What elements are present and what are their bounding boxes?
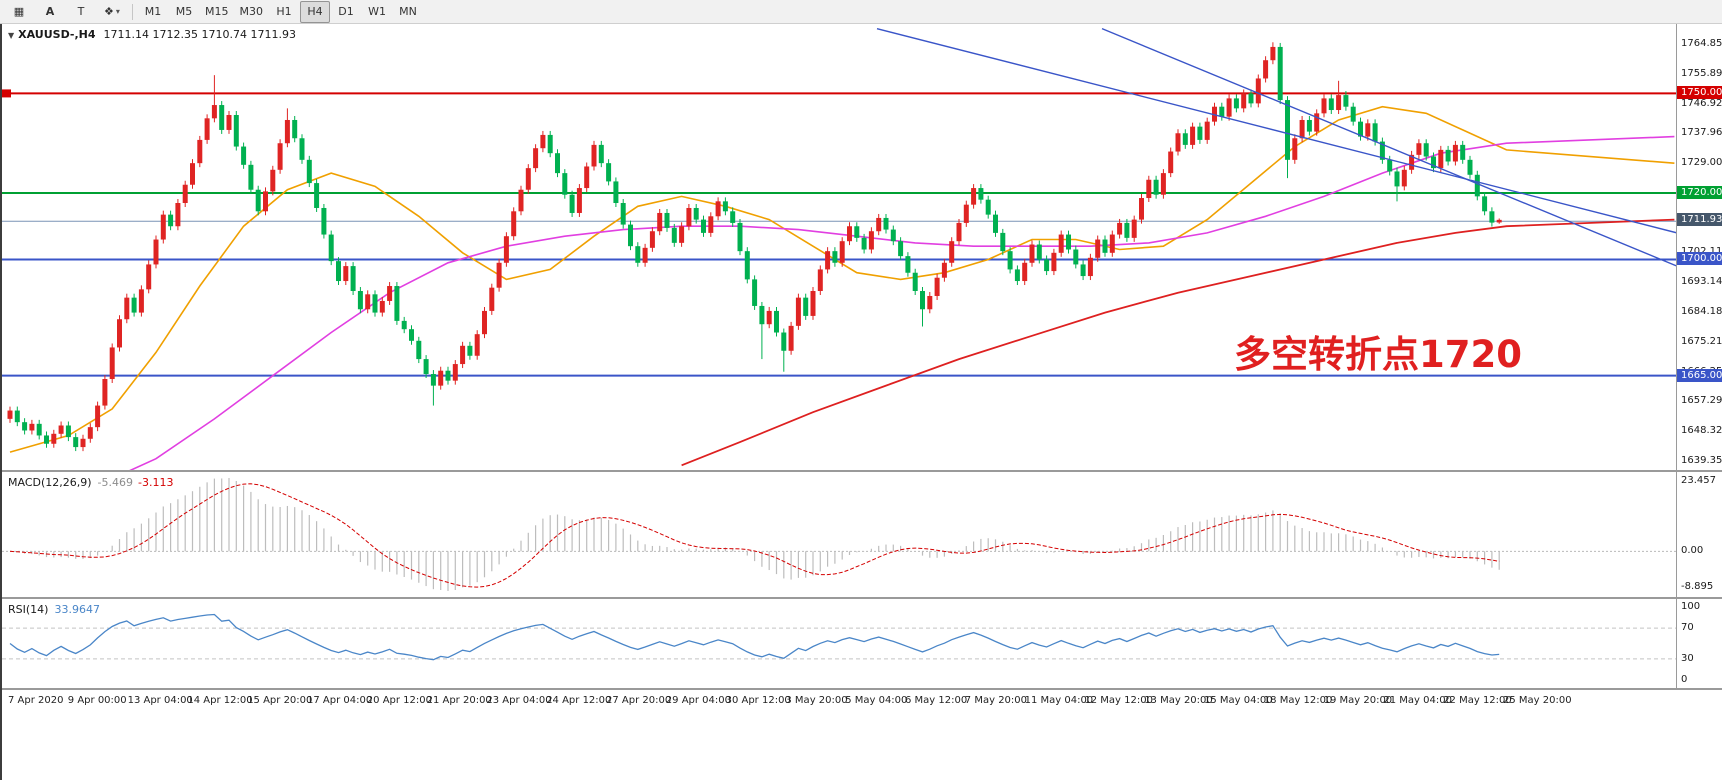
- macd-axis[interactable]: 23.457 0.00 -8.895: [1676, 472, 1722, 597]
- timeframe-button-m1[interactable]: M1: [144, 5, 162, 18]
- time-axis-label: 23 Apr 04:00: [486, 695, 552, 706]
- macd-axis-label: -8.895: [1681, 581, 1714, 592]
- time-axis[interactable]: 7 Apr 2020 9 Apr 00:00 13 Apr 04:00 14 Apr …: [2, 690, 1722, 712]
- collapse-icon[interactable]: ▼: [8, 31, 15, 40]
- price-level-tag: 1720.00: [1677, 186, 1722, 200]
- time-axis-label: 14 Apr 12:00: [187, 695, 253, 706]
- time-axis-label: 5 May 04:00: [845, 695, 908, 706]
- rsi-title: RSI(14): [8, 603, 49, 616]
- rsi-header: RSI(14) 33.9647: [8, 603, 100, 616]
- price-axis-label: 1702.11: [1681, 246, 1722, 257]
- pane-splitter[interactable]: [2, 470, 1722, 472]
- timeframe-button-mn[interactable]: MN: [399, 5, 417, 18]
- chart-annotation-text: 多空转折点1720: [1234, 333, 1522, 376]
- timeframe-button-h4[interactable]: H4: [300, 0, 330, 23]
- toolbar: ▦ A T ❖ ▾ M1 M5 M15 M30 H1 H4 D1 W1 MN: [0, 0, 1722, 24]
- rsi-axis[interactable]: 100 70 30 0: [1676, 599, 1722, 688]
- pane-splitter[interactable]: [2, 597, 1722, 599]
- macd-canvas[interactable]: [2, 472, 1677, 597]
- timeframe-button-m15[interactable]: M15: [205, 5, 229, 18]
- rsi-value: 33.9647: [54, 603, 100, 616]
- price-axis-label: 1737.96: [1681, 127, 1722, 139]
- chevron-down-icon: ▾: [115, 7, 120, 16]
- price-axis-label: 1675.21: [1681, 335, 1722, 347]
- time-axis-label: 20 Apr 12:00: [366, 695, 432, 706]
- price-axis-label: 1657.29: [1681, 395, 1722, 407]
- price-level-tag: 1665.00: [1677, 368, 1722, 382]
- macd-signal-value: -3.113: [138, 476, 174, 489]
- macd-title: MACD(12,26,9): [8, 476, 92, 489]
- rsi-axis-label: 100: [1681, 601, 1701, 612]
- objects-dropdown-button[interactable]: ❖ ▾: [97, 1, 127, 23]
- rsi-axis-label: 70: [1681, 622, 1694, 634]
- time-axis-label: 29 Apr 04:00: [665, 695, 731, 706]
- time-axis-label: 17 Apr 04:00: [307, 695, 373, 706]
- price-level-tag: 1700.00: [1677, 252, 1722, 266]
- time-axis-label: 15 Apr 20:00: [247, 695, 313, 706]
- time-axis-label: 13 May 20:00: [1144, 695, 1213, 706]
- price-axis-label: 1684.18: [1681, 305, 1722, 317]
- chart-window-icon[interactable]: ▦: [13, 5, 25, 18]
- macd-pane: MACD(12,26,9) -5.469 -3.113 23.457 0.00 -8.8…: [2, 472, 1722, 597]
- rsi-pane: RSI(14) 33.9647 100 70 30 0: [2, 599, 1722, 688]
- time-axis-label: 3 May 20:00: [785, 695, 848, 706]
- time-axis-label: 30 Apr 12:00: [725, 695, 791, 706]
- price-axis-label: 1693.14: [1681, 276, 1722, 288]
- rsi-canvas[interactable]: [2, 599, 1677, 688]
- macd-header: MACD(12,26,9) -5.469 -3.113: [8, 476, 173, 489]
- time-axis-label: 12 May 12:00: [1084, 695, 1153, 706]
- bottom-filler: [2, 712, 1722, 780]
- timeframe-button-m5[interactable]: M5: [175, 5, 193, 18]
- macd-axis-label: 0.00: [1681, 545, 1704, 557]
- timeframe-button-w1[interactable]: W1: [368, 5, 386, 18]
- price-axis-label: 1648.32: [1681, 425, 1722, 437]
- price-axis-label: 1729.00: [1681, 157, 1722, 169]
- time-axis-label: 13 Apr 04:00: [127, 695, 193, 706]
- price-level-tag: 1750.00: [1677, 86, 1722, 100]
- time-axis-label: 6 May 12:00: [905, 695, 968, 706]
- time-axis-label: 15 May 04:00: [1204, 695, 1273, 706]
- main-chart-canvas[interactable]: [2, 24, 1677, 470]
- pane-splitter[interactable]: [2, 688, 1722, 690]
- time-axis-label: 7 May 20:00: [964, 695, 1028, 706]
- time-axis-label: 18 May 12:00: [1263, 695, 1333, 706]
- price-axis[interactable]: 1764.85 1755.89 1746.92 1737.96 1729.00 1720.…: [1676, 24, 1722, 470]
- timeframe-button-d1[interactable]: D1: [338, 5, 354, 18]
- price-axis-label: 1764.85: [1681, 38, 1722, 50]
- text-tool-icon[interactable]: T: [77, 5, 85, 18]
- objects-icon: ❖: [104, 5, 114, 18]
- chart-header: ▼ XAUUSD-,H4 1711.14 1712.35 1710.74 1711.…: [8, 28, 296, 41]
- rsi-axis-label: 0: [1681, 674, 1688, 685]
- symbol-label: XAUUSD-,H4: [18, 28, 96, 41]
- time-axis-label: 19 May 20:00: [1323, 695, 1393, 706]
- current-price-tag: 1711.93: [1677, 212, 1722, 226]
- time-axis-label: 7 Apr 2020: [8, 695, 64, 706]
- chart-stack: ▼ XAUUSD-,H4 1711.14 1712.35 1710.74 1711.…: [0, 24, 1722, 780]
- time-axis-label: 24 Apr 12:00: [546, 695, 612, 706]
- time-axis-label: 21 Apr 20:00: [426, 695, 492, 706]
- time-axis-label: 21 May 04:00: [1383, 695, 1452, 706]
- macd-axis-label: 23.457: [1681, 475, 1716, 486]
- price-axis-label: 1746.92: [1681, 97, 1722, 109]
- rsi-axis-label: 30: [1681, 652, 1694, 664]
- time-axis-label: 9 Apr 00:00: [67, 695, 127, 706]
- timeframe-button-h1[interactable]: H1: [276, 5, 292, 18]
- time-axis-label: 11 May 04:00: [1024, 695, 1094, 706]
- timeframe-group: M1 M5 M15 M30 H1 H4 D1 W1 MN: [138, 0, 423, 23]
- price-axis-label: 1755.89: [1681, 67, 1722, 79]
- timeframe-button-m30[interactable]: M30: [239, 5, 264, 18]
- toolbar-separator: [132, 3, 133, 20]
- macd-main-value: -5.469: [97, 476, 134, 489]
- time-axis-label: 22 May 12:00: [1443, 695, 1512, 706]
- time-axis-label: 27 Apr 20:00: [606, 695, 672, 706]
- ohlc-values: 1711.14 1712.35 1710.74 1711.93: [103, 28, 296, 41]
- price-axis-label: 1639.35: [1681, 454, 1722, 466]
- main-chart-pane: ▼ XAUUSD-,H4 1711.14 1712.35 1710.74 1711.…: [2, 24, 1722, 470]
- text-annotation-icon[interactable]: A: [45, 5, 55, 18]
- time-axis-label: 25 May 20:00: [1503, 695, 1572, 706]
